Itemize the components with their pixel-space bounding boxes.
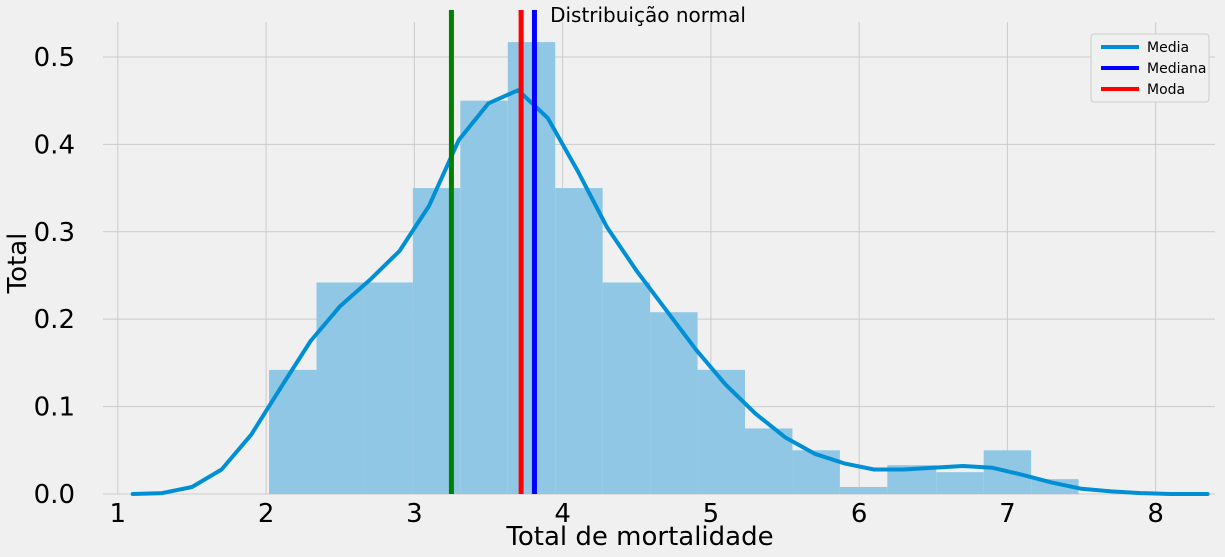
x-tick-label: 3 — [406, 499, 423, 529]
y-axis-title: Total — [3, 233, 33, 295]
kde-curve-group — [130, 88, 1210, 496]
histogram-bar — [460, 100, 508, 495]
kde-line — [130, 88, 1210, 496]
chart-title: Distribuição normal — [550, 3, 746, 27]
histogram-bar — [839, 487, 888, 494]
y-tick-label: 0.4 — [34, 130, 75, 160]
histogram-bar — [363, 282, 413, 494]
histogram-bar — [507, 42, 556, 495]
legend-label: Moda — [1147, 82, 1185, 98]
legend-items: Media Mediana Moda — [1101, 40, 1207, 98]
histogram-bar — [316, 282, 364, 494]
legend: Media Mediana Moda — [1090, 33, 1210, 103]
tick-labels: 1 2 3 4 5 6 7 8 0.0 0.1 0.2 0.3 0.4 0.5 — [34, 43, 1164, 529]
y-tick-label: 0.3 — [34, 218, 75, 248]
legend-box — [1090, 33, 1210, 103]
histogram-bar — [697, 369, 745, 494]
x-tick-label: 1 — [110, 499, 127, 529]
reference-lines — [448, 10, 537, 494]
legend-label: Mediana — [1147, 61, 1207, 77]
x-tick-label: 4 — [554, 499, 571, 529]
y-tick-label: 0.5 — [34, 43, 75, 73]
histogram-bar — [936, 472, 984, 494]
x-tick-label: 5 — [703, 499, 720, 529]
histogram-bar — [744, 428, 793, 494]
x-tick-label: 7 — [999, 499, 1016, 529]
x-tick-label: 2 — [258, 499, 275, 529]
x-axis-title: Total de mortalidade — [505, 522, 773, 552]
y-tick-label: 0.0 — [34, 480, 75, 510]
legend-label: Media — [1147, 40, 1189, 56]
histogram-bar — [602, 282, 651, 494]
x-tick-label: 8 — [1147, 499, 1164, 529]
histogram-bar — [1031, 479, 1079, 494]
x-tick-label: 6 — [851, 499, 868, 529]
y-tick-label: 0.2 — [34, 305, 75, 335]
histogram-bar — [555, 188, 603, 494]
y-tick-label: 0.1 — [34, 393, 75, 423]
histogram-bar — [269, 369, 317, 494]
histogram-bar — [792, 450, 840, 494]
